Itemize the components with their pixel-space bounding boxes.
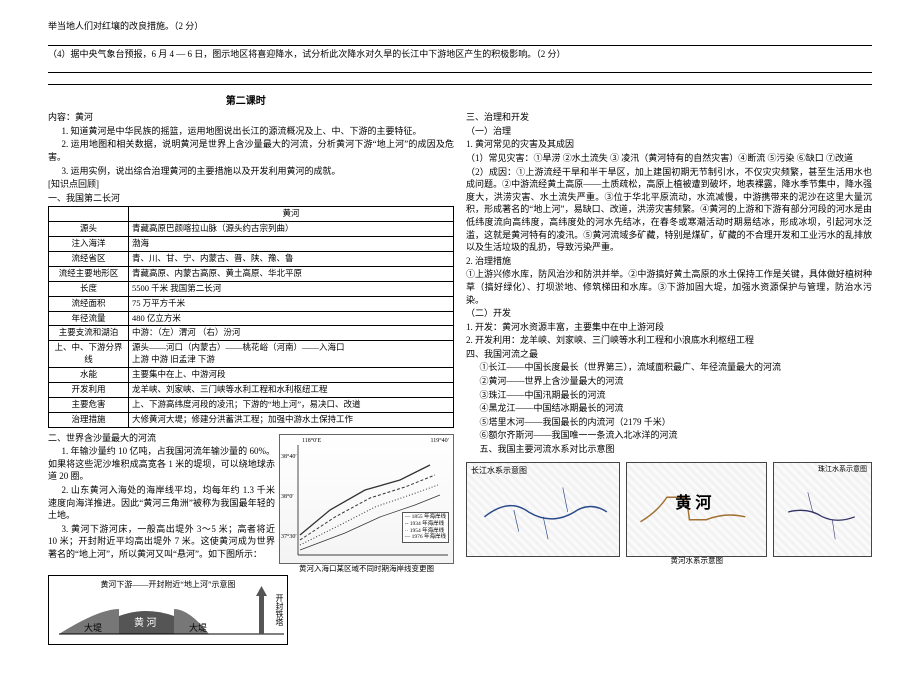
top-questions: 举当地人们对红壤的改良措施。（2 分） （4）据中央气象台预报，6 月 4 — …: [48, 20, 872, 85]
table-row-label: 水能: [49, 368, 129, 383]
review-header: [知识点回顾]: [48, 178, 454, 191]
table-row-value: 480 亿立方米: [129, 311, 454, 326]
table-row-label: 流经主要地形区: [49, 266, 129, 281]
lesson-title: 第二课时: [48, 95, 444, 109]
table-row-label: 流经面积: [49, 296, 129, 311]
table-row-value: 上、下游高纬度河段的凌汛；下游的“地上河”，易决口、改道: [129, 397, 454, 412]
table-row-value: 龙羊峡、刘家峡、三门峡等水利工程和水利枢纽工程: [129, 383, 454, 398]
tower-label: 开封铁塔: [274, 594, 285, 626]
svg-text:大堤: 大堤: [84, 622, 102, 633]
section-1-title: 一、我国第二长河: [48, 192, 454, 205]
list-item: ②黄河——世界上含沙量最大的河流: [466, 375, 872, 388]
changjiang-map: 长江水系示意图: [466, 462, 620, 557]
right-column: 三、治理和开发 （一）治理 1. 黄河常见的灾害及其成因 （1）常见灾害：①旱涝…: [466, 111, 872, 644]
sec3-a2a: ①上游兴修水库，防风治沙和防洪并举。②中游搞好黄土高原的水土保持工作是关键，具体…: [466, 268, 872, 306]
answer-line: [48, 75, 872, 85]
table-row-label: 主要支流和湖泊: [49, 326, 129, 341]
chart-caption: 黄河入海口某区域不同时期海岸线变更图: [280, 564, 453, 575]
table-row-value: 大修黄河大堤；修建分洪蓄洪工程；加强中游水土保持工作: [129, 412, 454, 427]
objective-2: 2. 运用地图和相关数据，说明黄河是世界上含沙量最大的河流，分析黄河下游“地上河…: [48, 138, 454, 163]
list-item: ④黑龙江——中国结冰期最长的河流: [466, 402, 872, 415]
sec3-a: （一）治理: [466, 125, 872, 138]
section-5-title: 五、我国主要河流水系对比示意图: [466, 443, 872, 456]
table-row-label: 长度: [49, 281, 129, 296]
objective-1: 1. 知道黄河是中华民族的摇篮，运用地图说出长江的源流概况及上、中、下游的主要特…: [48, 125, 454, 138]
table-header: 黄河: [129, 207, 454, 222]
svg-text:黄 河: 黄 河: [134, 616, 157, 629]
svg-text:大堤: 大堤: [189, 622, 207, 633]
dishanghe-diagram: 黄河下游——开封附近“地上河”示意图 大堤 黄 河 大堤 开封铁塔: [48, 575, 288, 645]
list-item: ⑥额尔齐斯河——我国唯一一条流入北冰洋的河流: [466, 429, 872, 442]
maps-row: 长江水系示意图 黄 河 黄河水系示意图 珠江水系示意图: [466, 462, 872, 557]
table-row-value: 源头——河口（内蒙古）——桃花峪（河南）——入海口 上游 中游 旧孟津 下游: [129, 341, 454, 368]
sec3-b1: 1. 开发：黄河水资源丰富，主要集中在中上游河段: [466, 321, 872, 334]
huanghe-map: 黄 河 黄河水系示意图: [626, 462, 767, 557]
table-row-label: 年径流量: [49, 311, 129, 326]
answer-line: [48, 36, 872, 46]
question-4: （4）据中央气象台预报，6 月 4 — 6 日，图示地区将喜迎降水，试分析此次降…: [48, 48, 872, 61]
table-row-value: 渤海: [129, 237, 454, 252]
table-row-label: 治理措施: [49, 412, 129, 427]
objective-3: 3. 运用实例，说出综合治理黄河的主要措施以及开发利用黄河的成就。: [48, 165, 454, 178]
table-row-value: 75 万平方千米: [129, 296, 454, 311]
table-row-value: 青藏高原、内蒙古高原、黄土高原、华北平原: [129, 266, 454, 281]
sec3-b: （二）开发: [466, 307, 872, 320]
chart-legend: — 1855 年海岸线 -- 1934 年海岸线 ·· 1954 年海岸线 — …: [402, 512, 449, 542]
question-3: 举当地人们对红壤的改良措施。（2 分）: [48, 20, 872, 33]
yellow-river-table: 黄河 源头青藏高原巴颜喀拉山脉（源头约古宗列曲）注入海洋渤海流经省区青、川、甘、…: [48, 206, 454, 427]
table-row-label: 注入海洋: [49, 237, 129, 252]
table-row-value: 主要集中在上、中游河段: [129, 368, 454, 383]
zhujiang-map: 珠江水系示意图: [773, 462, 872, 557]
river-most-list: ①长江——中国长度最长（世界第三），流域面积最广、年径流量最大的河流②黄河——世…: [466, 361, 872, 442]
table-row-value: 中游：（左）渭河 （右）汾河: [129, 326, 454, 341]
sec3-a1: 1. 黄河常见的灾害及其成因: [466, 138, 872, 151]
sec3-a1b: （2）成因：①上游流经干旱和半干旱区，加上建国初期无节制引水，不仅灾灾频繁，甚至…: [466, 166, 872, 254]
table-row-value: 青、川、甘、宁、内蒙古、晋、陕、豫、鲁: [129, 252, 454, 267]
sec3-b2: 2. 开发利用：龙羊峡、刘家峡、三门峡等水利工程和小浪底水利枢纽工程: [466, 334, 872, 347]
coastline-change-chart: — 1855 年海岸线 -- 1934 年海岸线 ·· 1954 年海岸线 — …: [279, 434, 454, 564]
left-column: 内容：黄河 1. 知道黄河是中华民族的摇篮，运用地图说出长江的源流概况及上、中、…: [48, 111, 454, 644]
list-item: ⑤塔里木河——我国最长的内流河（2179 千米）: [466, 416, 872, 429]
table-row-value: 青藏高原巴颜喀拉山脉（源头约古宗列曲）: [129, 222, 454, 237]
table-row-label: 主要危害: [49, 397, 129, 412]
section-3-title: 三、治理和开发: [466, 111, 872, 124]
table-row-label: 流经省区: [49, 252, 129, 267]
sec3-a1a: （1）常见灾害：①旱涝 ②水土流失 ③ 凌汛（黄河特有的自然灾害）④断流 ⑤污染…: [466, 152, 872, 165]
table-row-value: 5500 千米 我国第二长河: [129, 281, 454, 296]
list-item: ①长江——中国长度最长（世界第三），流域面积最广、年径流量最大的河流: [466, 361, 872, 374]
sec3-a2: 2. 治理措施: [466, 255, 872, 268]
answer-line: [48, 63, 872, 73]
list-item: ③珠江——中国汛期最长的河流: [466, 389, 872, 402]
table-row-label: 源头: [49, 222, 129, 237]
section-4-title: 四、我国河流之最: [466, 348, 872, 361]
content-label: 内容：黄河: [48, 111, 454, 124]
table-row-label: 开发利用: [49, 383, 129, 398]
table-row-label: 上、中、下游分界线: [49, 341, 129, 368]
